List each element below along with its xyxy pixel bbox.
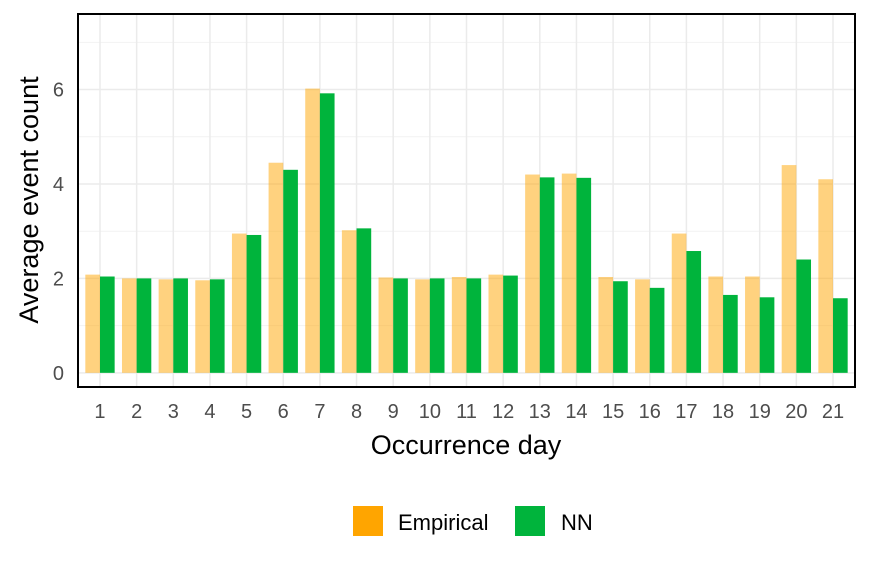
bar-empirical-5 — [231, 233, 247, 373]
bar-empirical-11 — [451, 276, 467, 373]
bar-empirical-1 — [85, 274, 100, 373]
x-tick-label: 7 — [314, 401, 325, 423]
x-tick-label: 11 — [456, 401, 477, 423]
bar-nn-6 — [283, 169, 298, 373]
x-tick-label: 18 — [712, 401, 734, 423]
x-tick-label: 6 — [278, 401, 289, 423]
x-tick-label: 13 — [529, 401, 551, 423]
bar-empirical-13 — [525, 174, 540, 373]
bar-nn-15 — [613, 281, 628, 373]
legend-label-empirical: Empirical — [398, 510, 488, 535]
x-tick-label: 15 — [602, 401, 624, 423]
bar-empirical-15 — [598, 276, 614, 373]
x-tick-label: 8 — [351, 401, 362, 423]
bar-empirical-12 — [488, 274, 504, 373]
bar-nn-5 — [246, 234, 262, 373]
bar-empirical-9 — [378, 277, 394, 373]
bar-nn-2 — [136, 278, 152, 373]
bar-empirical-7 — [305, 88, 320, 373]
legend-label-nn: NN — [561, 510, 593, 535]
x-tick-label: 21 — [822, 401, 844, 423]
bar-empirical-20 — [781, 165, 797, 373]
x-tick-label: 10 — [419, 401, 441, 423]
bar-nn-1 — [99, 276, 115, 373]
bar-empirical-6 — [268, 162, 284, 373]
y-tick-label: 4 — [53, 174, 64, 196]
bar-nn-17 — [686, 251, 702, 373]
bar-nn-20 — [796, 259, 812, 373]
bars — [85, 88, 848, 373]
legend-key-empirical — [353, 506, 383, 536]
x-tick-label: 20 — [785, 401, 807, 423]
bar-nn-12 — [503, 275, 518, 373]
bar-nn-19 — [759, 297, 775, 373]
bar-nn-21 — [833, 298, 848, 373]
bar-empirical-18 — [708, 276, 724, 373]
legend: Empirical NN — [353, 506, 593, 536]
x-tick-label: 3 — [168, 401, 179, 423]
bar-nn-9 — [393, 278, 408, 373]
x-tick-label: 12 — [492, 401, 514, 423]
x-tick-labels: 1 2 3 4 5 6 7 8 9 10 11 12 13 14 15 16 17 18 19 20 21 — [94, 401, 844, 423]
bar-empirical-19 — [745, 276, 760, 373]
x-tick-label: 5 — [241, 401, 252, 423]
x-tick-label: 2 — [131, 401, 142, 423]
x-tick-label: 14 — [565, 401, 587, 423]
bar-nn-8 — [356, 228, 372, 373]
bar-nn-16 — [649, 287, 665, 373]
bar-nn-13 — [539, 177, 555, 373]
y-tick-label: 6 — [53, 80, 64, 102]
y-tick-label: 2 — [53, 268, 64, 290]
x-tick-label: 19 — [749, 401, 771, 423]
bar-nn-11 — [466, 278, 482, 373]
bar-empirical-4 — [195, 280, 210, 373]
y-tick-labels: 0 2 4 6 — [53, 80, 64, 385]
bar-nn-4 — [209, 279, 225, 373]
bar-empirical-16 — [635, 279, 650, 373]
bar-nn-10 — [429, 278, 445, 373]
bar-empirical-17 — [671, 233, 687, 373]
x-tick-label: 16 — [639, 401, 661, 423]
bar-empirical-3 — [158, 279, 174, 373]
bar-nn-14 — [576, 177, 592, 373]
plot-border — [77, 13, 856, 388]
bar-nn-7 — [319, 93, 335, 373]
x-axis-title: Occurrence day — [371, 430, 562, 460]
x-tick-label: 1 — [94, 401, 105, 423]
x-tick-label: 17 — [675, 401, 697, 423]
bar-nn-18 — [723, 294, 738, 373]
bar-empirical-10 — [415, 279, 430, 373]
legend-key-nn — [515, 506, 545, 536]
bar-empirical-2 — [121, 278, 137, 373]
bar-empirical-21 — [818, 179, 834, 373]
y-axis-title: Average event count — [14, 76, 44, 324]
bar-nn-3 — [173, 278, 188, 373]
x-tick-label: 4 — [204, 401, 215, 423]
bar-empirical-8 — [341, 230, 357, 373]
bar-empirical-14 — [561, 173, 577, 373]
y-tick-label: 0 — [53, 363, 64, 385]
x-tick-label: 9 — [388, 401, 399, 423]
